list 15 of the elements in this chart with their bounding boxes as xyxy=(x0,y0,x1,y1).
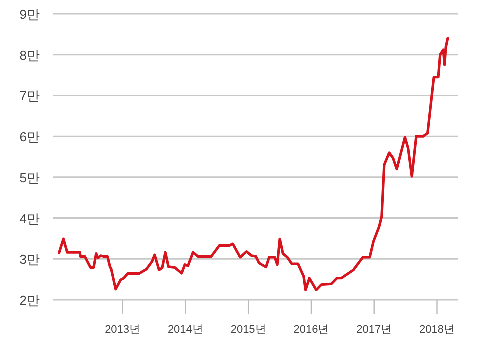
x-tick-label: 2015년 xyxy=(230,324,266,336)
x-tick-label: 2013년 xyxy=(105,324,141,336)
y-tick-label: 7만 xyxy=(20,88,40,104)
x-tick-label: 2016년 xyxy=(294,324,330,336)
y-tick-label: 6만 xyxy=(20,130,40,145)
line-series xyxy=(58,37,450,292)
y-tick-label: 5만 xyxy=(20,170,40,186)
y-tick-label: 4만 xyxy=(20,211,40,226)
y-tick-label: 8만 xyxy=(20,48,40,63)
y-tick-label: 2만 xyxy=(20,293,40,308)
x-tick-label: 2018년 xyxy=(420,324,455,336)
x-tick-label: 2014년 xyxy=(168,324,204,336)
y-tick-label: 3만 xyxy=(20,252,40,268)
y-tick-label: 9만 xyxy=(20,7,40,22)
x-tick-label: 2017년 xyxy=(356,324,392,336)
